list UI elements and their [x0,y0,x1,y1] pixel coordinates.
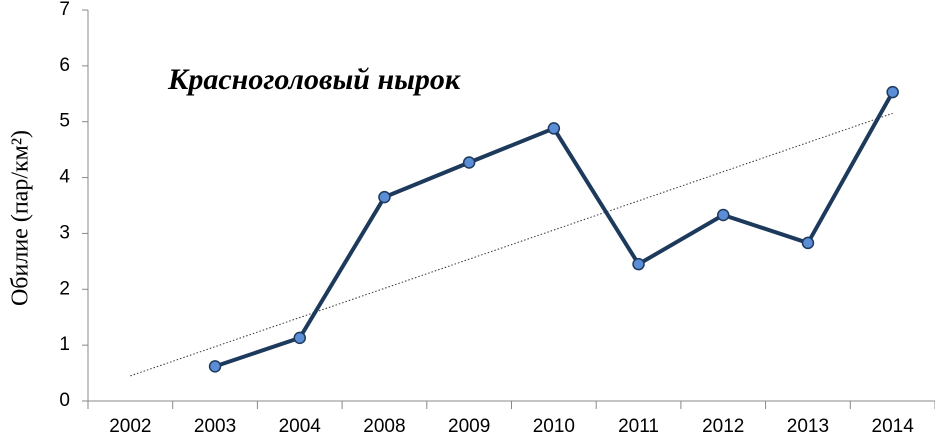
x-tick-label: 2014 [872,416,915,436]
x-tick-label: 2008 [363,416,405,436]
y-tick-label: 1 [59,334,70,355]
data-point [886,85,899,99]
x-tick-label: 2009 [448,416,490,436]
y-axis-label: Обилие (пар/км²) [8,130,34,306]
y-tick-label: 3 [59,222,70,243]
data-point [801,236,815,250]
y-tick-label: 6 [59,55,70,76]
y-tick-label: 4 [59,167,70,188]
chart-title: Красноголовый нырок [167,63,461,96]
y-tick-label: 2 [59,278,70,299]
x-tick-label: 2011 [618,416,659,436]
x-tick-label: 2010 [533,416,575,436]
data-point [547,122,561,135]
data-point [462,156,476,169]
data-point [632,257,645,271]
y-tick-label: 7 [59,0,70,20]
trendline [130,112,893,377]
x-tick-label: 2013 [787,416,829,436]
data-point [378,190,391,204]
data-point [717,208,730,222]
y-tick-label: 0 [59,390,70,411]
data-point [208,360,222,373]
x-tick-label: 2012 [702,416,744,436]
data-point [293,331,306,345]
x-tick-label: 2004 [279,416,322,436]
y-tick-label: 5 [59,111,70,132]
x-tick-label: 2002 [109,416,151,436]
x-tick-label: 2003 [194,416,236,436]
